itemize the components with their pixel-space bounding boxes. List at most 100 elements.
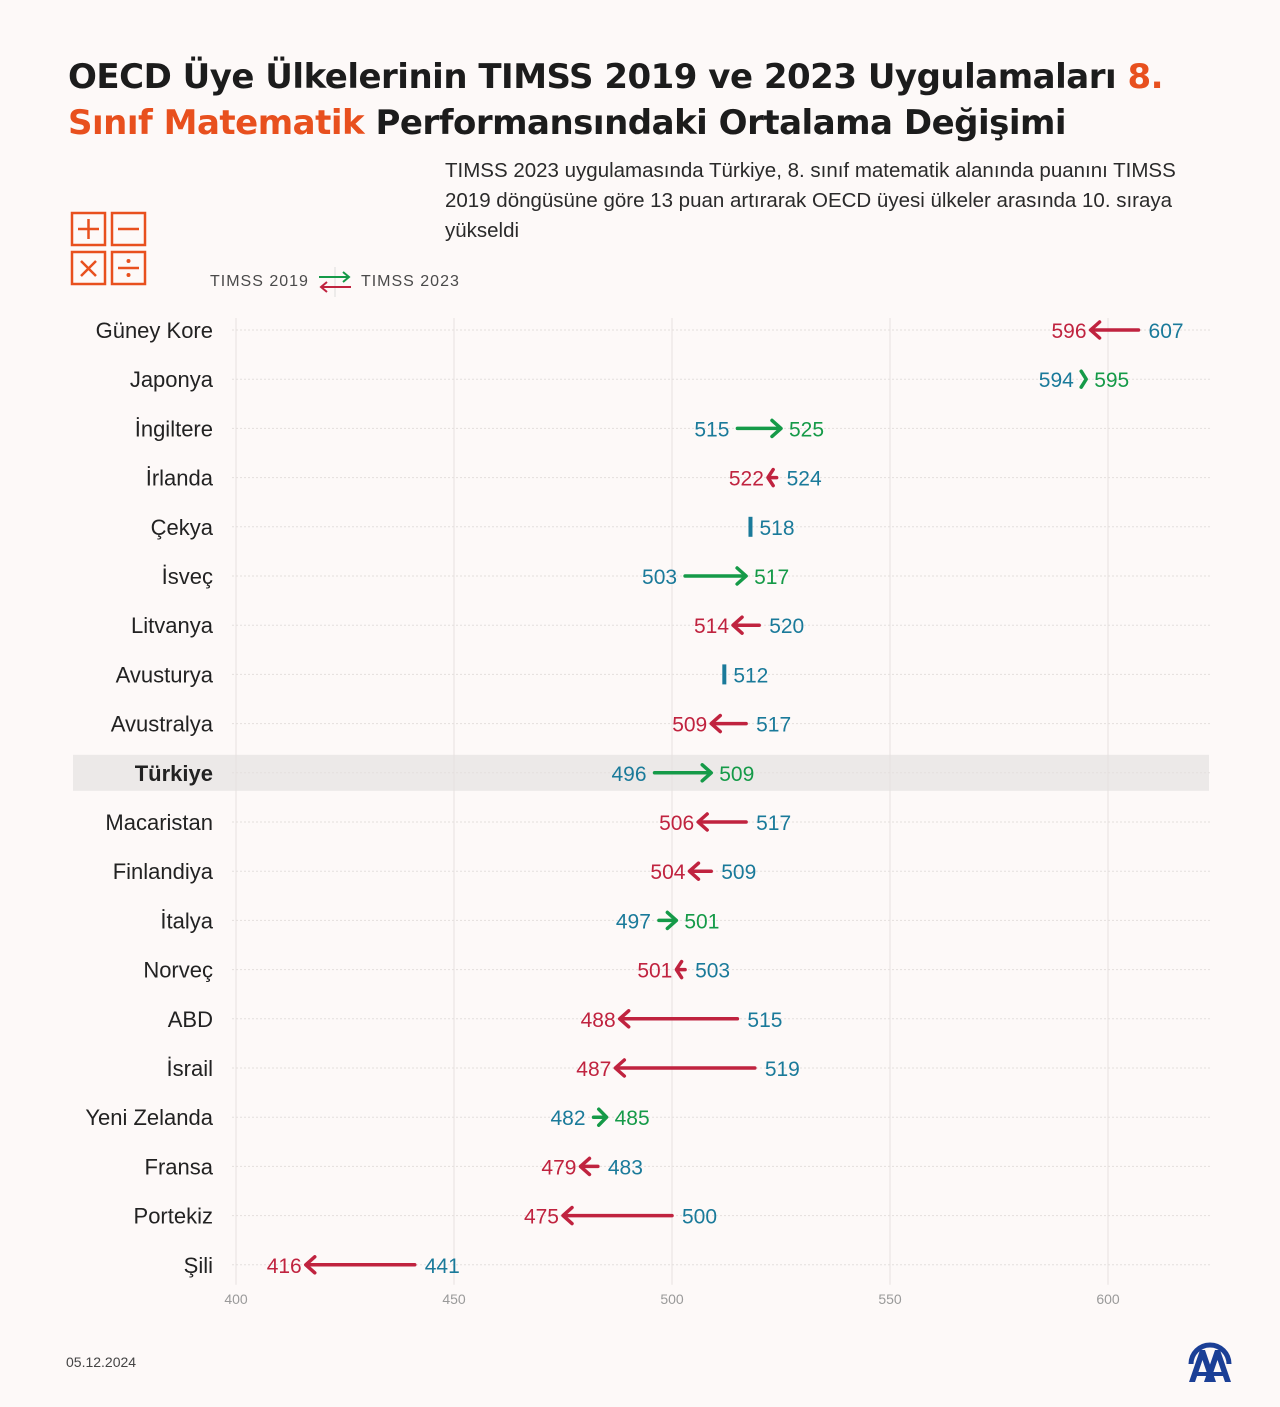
value-2019: 515 [747, 1009, 782, 1032]
value-2019: 517 [756, 714, 791, 737]
x-tick-label: 450 [442, 1291, 466, 1307]
country-row: İngiltere 515 525 [135, 416, 1210, 441]
country-label: Japonya [130, 367, 214, 392]
publication-date: 05.12.2024 [66, 1354, 137, 1370]
value-2023: 475 [524, 1206, 559, 1229]
title-highlight: 8. Sınıf Matematik [68, 57, 1164, 143]
value-2019: 482 [550, 1107, 585, 1130]
legend-2023-label: TIMSS 2023 [360, 273, 460, 290]
country-row: Şili 441 416 [184, 1253, 1210, 1278]
arrow-left-icon [613, 1058, 627, 1078]
value-2019: 441 [425, 1255, 460, 1278]
value-2019-2023: 518 [759, 517, 794, 540]
arrow-left-icon [578, 1156, 592, 1177]
country-label: İtalya [160, 908, 213, 933]
value-2023: 485 [615, 1107, 650, 1130]
country-row: Türkiye 496 509 [135, 761, 1210, 786]
country-row: İsrail 519 487 [167, 1056, 1210, 1081]
arrow-left-icon [561, 1205, 574, 1226]
country-label: Norveç [143, 958, 213, 983]
country-label: Yeni Zelanda [85, 1105, 213, 1130]
value-2023: 504 [650, 861, 685, 884]
country-row: İrlanda 524 522 [146, 466, 1210, 491]
country-label: Avusturya [116, 662, 214, 687]
value-2023: 596 [1052, 320, 1087, 343]
country-label: İrlanda [146, 466, 214, 491]
value-2023: 479 [541, 1156, 576, 1179]
unchanged-marker [748, 516, 753, 537]
country-row: Çekya 518 [151, 515, 1210, 540]
country-label: Finlandiya [113, 859, 214, 884]
value-2019: 503 [695, 960, 730, 983]
arrow-left-icon [617, 1009, 631, 1029]
country-row: Japonya 594 595 [130, 367, 1210, 392]
value-2023: 514 [694, 615, 729, 638]
arrow-right-icon [770, 418, 783, 439]
arrow-left-icon [1088, 320, 1102, 340]
country-label: Macaristan [105, 810, 213, 835]
value-2019: 509 [721, 861, 756, 884]
value-2019: 483 [608, 1156, 643, 1179]
arrow-left-icon [731, 615, 744, 635]
value-2019: 520 [769, 615, 804, 638]
value-2019: 594 [1039, 369, 1074, 392]
country-row: Güney Kore 607 596 [96, 318, 1210, 343]
country-label: Güney Kore [96, 318, 213, 343]
value-2023: 509 [719, 763, 754, 786]
chart-title: OECD Üye Ülkelerinin TIMSS 2019 ve 2023 … [68, 54, 1168, 146]
value-2023: 517 [754, 566, 789, 589]
country-label: Türkiye [135, 761, 213, 786]
value-2019: 517 [756, 812, 791, 835]
country-label: İsveç [162, 564, 213, 589]
swap-arrows-icon [318, 267, 351, 297]
country-row: Portekiz 500 475 [134, 1204, 1210, 1229]
country-row: ABD 515 488 [168, 1007, 1210, 1032]
value-2019: 515 [694, 418, 729, 441]
value-2023: 509 [672, 714, 707, 737]
x-tick-label: 600 [1096, 1291, 1120, 1307]
value-2023: 501 [684, 910, 719, 933]
arrow-left-icon [766, 467, 775, 488]
value-2019-2023: 512 [733, 664, 768, 687]
country-label: Litvanya [131, 613, 214, 638]
value-2019: 519 [765, 1058, 800, 1081]
value-2019: 524 [787, 468, 822, 491]
title-part-2: Performansındaki Ortalama Değişimi [364, 103, 1067, 143]
value-2019: 607 [1149, 320, 1184, 343]
arrow-right-icon [700, 763, 713, 783]
arrow-right-icon [1079, 369, 1088, 389]
value-2023: 506 [659, 812, 694, 835]
country-row: Avusturya 512 [116, 662, 1210, 687]
arrow-left-icon [696, 812, 709, 832]
unchanged-marker [722, 664, 727, 685]
aa-logo-icon [1188, 1342, 1232, 1382]
value-2019: 500 [682, 1206, 717, 1229]
value-2023: 525 [789, 418, 824, 441]
x-tick-label: 400 [224, 1291, 248, 1307]
country-label: Fransa [145, 1154, 214, 1179]
country-row: Finlandiya 509 504 [113, 859, 1210, 884]
country-label: İngiltere [135, 416, 213, 441]
country-row: İsveç 503 517 [162, 564, 1210, 589]
country-row: Litvanya 520 514 [131, 613, 1210, 638]
country-row: Norveç 503 501 [143, 958, 1210, 983]
value-2023: 595 [1094, 369, 1129, 392]
country-label: Şili [184, 1253, 213, 1278]
value-2023: 416 [267, 1255, 302, 1278]
math-operations-icon [70, 211, 147, 286]
arrow-left-icon [304, 1255, 317, 1275]
country-label: Çekya [151, 515, 214, 540]
arrow-right-icon [735, 566, 748, 586]
title-part-1: OECD Üye Ülkelerinin TIMSS 2019 ve 2023 … [68, 57, 1128, 97]
country-label: ABD [168, 1007, 213, 1032]
country-row: Avustralya 517 509 [111, 712, 1210, 737]
value-2023: 501 [637, 960, 672, 983]
x-tick-label: 550 [878, 1291, 902, 1307]
country-row: İtalya 497 501 [160, 908, 1210, 933]
arrow-right-icon [665, 910, 679, 931]
country-row: Yeni Zelanda 482 485 [85, 1105, 1210, 1130]
country-label: İsrail [167, 1056, 213, 1081]
x-tick-label: 500 [660, 1291, 684, 1307]
value-2023: 487 [576, 1058, 611, 1081]
country-row: Macaristan 517 506 [105, 810, 1210, 835]
